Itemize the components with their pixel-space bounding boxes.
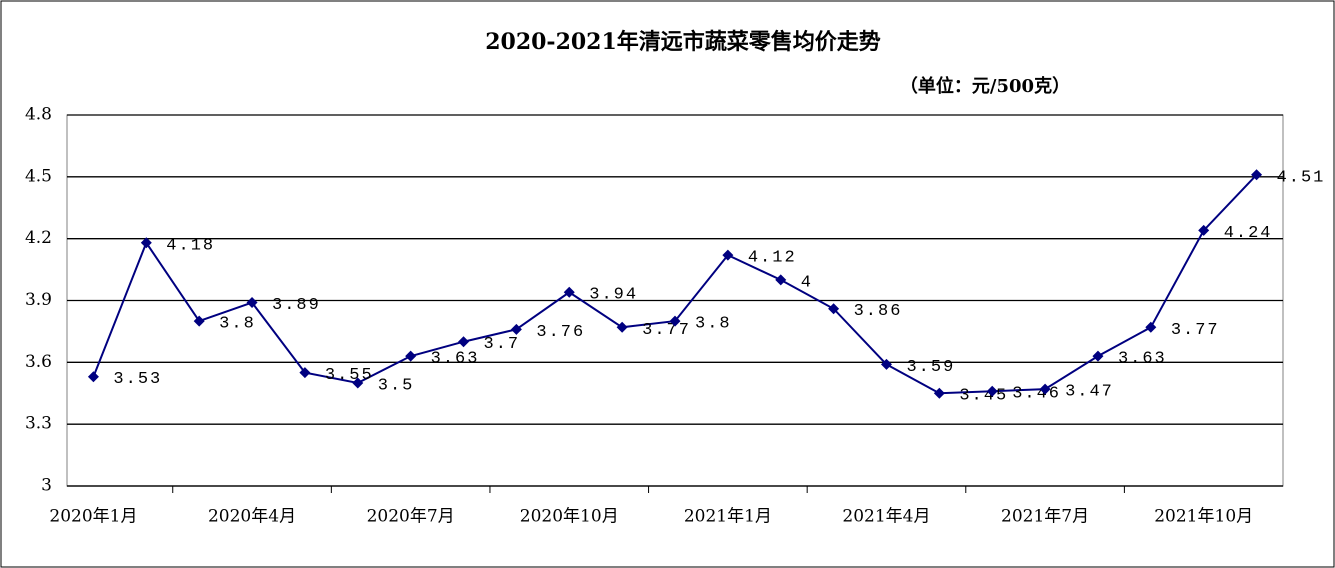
data-label: 3.45 (959, 387, 1008, 406)
data-label: 4.12 (748, 249, 797, 268)
chart-subtitle: （单位：元/500克） (900, 75, 1070, 97)
data-point (880, 358, 892, 370)
data-label: 3.63 (1118, 350, 1167, 369)
data-point (933, 387, 945, 399)
data-point (140, 237, 152, 249)
data-label: 3.59 (906, 358, 955, 377)
data-label: 3.8 (695, 315, 732, 334)
data-label: 3.55 (325, 366, 374, 385)
data-point (1145, 321, 1157, 333)
data-point (352, 377, 364, 389)
data-label: 3.7 (484, 335, 521, 354)
data-point (405, 350, 417, 362)
data-point (1198, 224, 1210, 236)
y-tick-label: 4.2 (25, 228, 52, 248)
data-point (986, 385, 998, 397)
y-tick-label: 4.8 (25, 105, 52, 125)
data-label: 3.94 (589, 286, 638, 305)
data-point (87, 371, 99, 383)
y-tick-label: 3 (41, 476, 52, 496)
data-point (246, 297, 258, 309)
x-tick-label: 2021年7月 (1001, 507, 1089, 527)
x-tick-label: 2020年10月 (520, 507, 619, 527)
data-point (616, 321, 628, 333)
data-point (722, 249, 734, 261)
chart-title: 2020-2021年清远市蔬菜零售均价走势 (485, 29, 881, 55)
data-point (775, 274, 787, 286)
data-label: 3.63 (431, 350, 480, 369)
y-tick-label: 3.3 (25, 414, 52, 434)
y-tick-label: 3.6 (25, 352, 52, 372)
y-tick-label: 4.5 (25, 166, 52, 186)
data-point (563, 286, 575, 298)
x-tick-label: 2020年4月 (208, 507, 296, 527)
data-point (193, 315, 205, 327)
data-point (1251, 169, 1263, 181)
data-label: 3.76 (536, 323, 585, 342)
data-label: 4.24 (1224, 224, 1273, 243)
data-label: 3.5 (378, 376, 415, 395)
data-label: 3.47 (1065, 383, 1114, 402)
data-label: 3.77 (1171, 321, 1220, 340)
data-label: 3.53 (113, 370, 162, 389)
data-point (669, 315, 681, 327)
x-tick-label: 2021年1月 (684, 507, 772, 527)
x-tick-label: 2021年4月 (842, 507, 930, 527)
data-label: 3.89 (272, 296, 321, 315)
data-label: 4.51 (1277, 168, 1326, 187)
data-point (1039, 383, 1051, 395)
data-point (299, 367, 311, 379)
x-tick-label: 2020年1月 (49, 507, 137, 527)
x-tick-label: 2020年7月 (367, 507, 455, 527)
data-point (458, 336, 470, 348)
data-label: 4.18 (166, 236, 215, 255)
y-tick-label: 3.9 (25, 290, 52, 310)
data-label: 4 (801, 273, 813, 292)
data-point (510, 323, 522, 335)
data-label: 3.46 (1012, 385, 1061, 404)
data-label: 3.77 (642, 321, 691, 340)
x-tick-label: 2021年10月 (1154, 507, 1253, 527)
data-label: 3.8 (219, 315, 256, 334)
data-point (828, 303, 840, 315)
data-point (1092, 350, 1104, 362)
data-label: 3.86 (854, 302, 903, 321)
